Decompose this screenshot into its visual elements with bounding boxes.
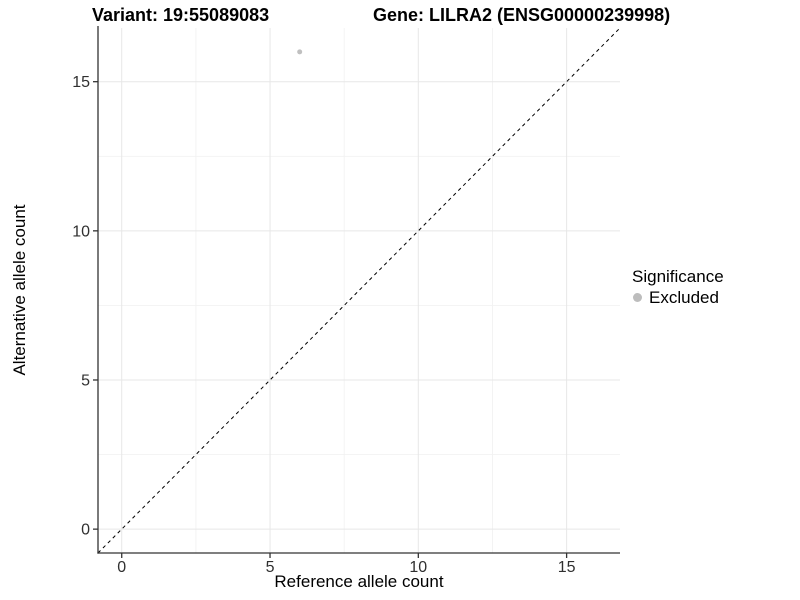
x-tick-label: 15 <box>558 559 576 576</box>
excluded-point-icon <box>633 293 642 302</box>
tick-marks <box>93 81 568 558</box>
identity-line <box>97 27 621 554</box>
x-tick-label: 5 <box>266 559 275 576</box>
axis-lines <box>97 26 620 554</box>
legend-item-label: Excluded <box>649 288 719 307</box>
x-axis-title: Reference allele count <box>274 572 444 591</box>
y-tick-label: 15 <box>72 74 90 91</box>
x-tick-label: 0 <box>117 559 126 576</box>
y-axis-title: Alternative allele count <box>10 204 29 376</box>
identity-dashed-line <box>97 27 621 554</box>
y-tick-label: 5 <box>81 372 90 389</box>
legend-item-excluded: Excluded <box>632 287 724 308</box>
y-tick-label: 0 <box>81 522 90 539</box>
data-points <box>297 49 303 55</box>
tick-labels: 0 5 10 15 0 5 10 15 <box>72 74 575 576</box>
variant-title: Variant: 19:55089083 <box>92 5 270 25</box>
major-gridlines <box>98 28 620 553</box>
legend-title: Significance <box>632 267 724 286</box>
y-tick-label: 10 <box>72 223 90 240</box>
data-point-excluded <box>297 49 303 55</box>
gene-title: Gene: LILRA2 (ENSG00000239998) <box>373 5 671 25</box>
x-tick-label: 10 <box>409 559 427 576</box>
minor-gridlines <box>98 28 620 553</box>
legend: Significance Excluded <box>632 266 724 308</box>
